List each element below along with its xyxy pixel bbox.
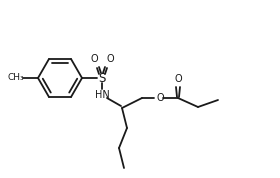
Text: HN: HN: [95, 90, 109, 100]
Text: O: O: [106, 54, 114, 64]
Text: O: O: [174, 74, 182, 84]
Text: O: O: [90, 54, 98, 64]
Text: S: S: [98, 72, 106, 85]
Text: O: O: [156, 93, 164, 103]
Text: CH₃: CH₃: [8, 74, 24, 82]
